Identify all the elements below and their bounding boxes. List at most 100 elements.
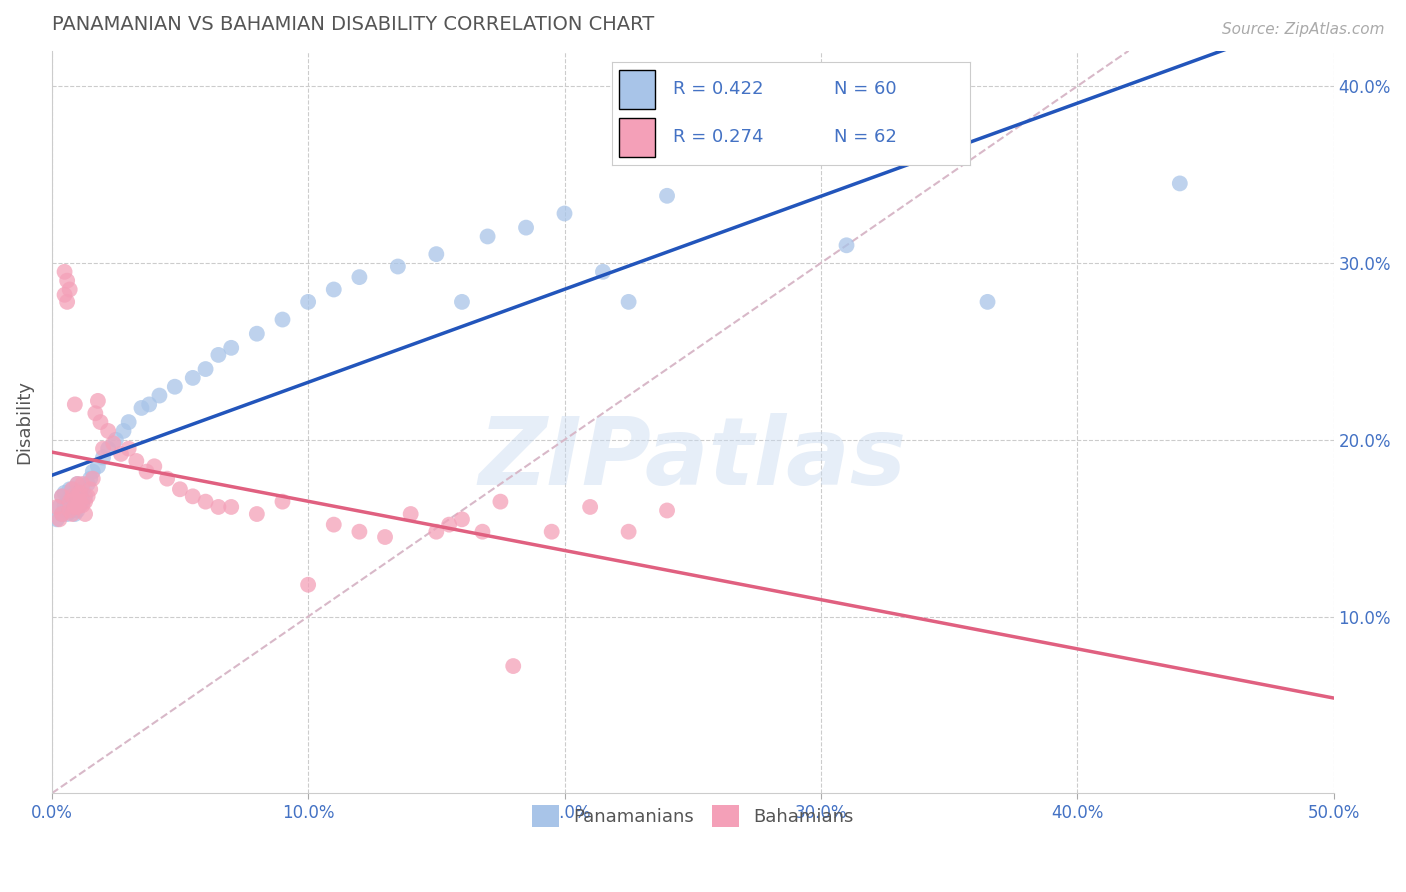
Point xyxy=(271,494,294,508)
Point xyxy=(56,294,79,309)
Point xyxy=(60,483,83,497)
Point xyxy=(976,294,998,309)
Point xyxy=(91,450,114,465)
Point xyxy=(553,206,575,220)
Point xyxy=(48,512,70,526)
Point xyxy=(51,507,73,521)
Point xyxy=(79,472,101,486)
Point xyxy=(219,341,242,355)
Point xyxy=(75,489,97,503)
Point xyxy=(72,494,94,508)
Point xyxy=(169,483,191,497)
Point xyxy=(60,507,83,521)
Point xyxy=(56,507,79,521)
Point xyxy=(349,524,371,539)
Point xyxy=(59,483,82,497)
Point xyxy=(69,485,91,500)
Point xyxy=(322,517,344,532)
FancyBboxPatch shape xyxy=(619,118,655,157)
Point xyxy=(617,294,640,309)
Point xyxy=(82,472,104,486)
Point xyxy=(374,530,396,544)
Point xyxy=(76,489,98,503)
Point xyxy=(69,494,91,508)
Point xyxy=(63,397,86,411)
Point xyxy=(104,433,127,447)
Point xyxy=(835,238,858,252)
Point xyxy=(135,465,157,479)
Point xyxy=(66,503,89,517)
Point xyxy=(72,477,94,491)
Point xyxy=(425,524,447,539)
Point xyxy=(471,524,494,539)
Point xyxy=(56,274,79,288)
Point xyxy=(87,459,110,474)
Point xyxy=(60,503,83,517)
Point xyxy=(617,524,640,539)
Text: R = 0.422: R = 0.422 xyxy=(672,80,763,98)
Point xyxy=(143,459,166,474)
Point xyxy=(45,500,67,514)
Point xyxy=(112,424,135,438)
Point xyxy=(63,498,86,512)
Point xyxy=(163,380,186,394)
Point xyxy=(51,507,73,521)
Y-axis label: Disability: Disability xyxy=(15,380,32,464)
Legend: Panamanians, Bahamians: Panamanians, Bahamians xyxy=(523,797,863,837)
Point xyxy=(51,489,73,503)
Point xyxy=(69,485,91,500)
Point xyxy=(75,507,97,521)
Point xyxy=(87,393,110,408)
Point xyxy=(59,494,82,508)
Point xyxy=(79,483,101,497)
Point xyxy=(59,503,82,517)
Point xyxy=(84,406,107,420)
Point xyxy=(125,454,148,468)
Point xyxy=(194,362,217,376)
Point xyxy=(399,507,422,521)
Point xyxy=(59,283,82,297)
Point xyxy=(97,424,120,438)
Point xyxy=(59,489,82,503)
Point xyxy=(246,326,269,341)
Point xyxy=(45,512,67,526)
Point xyxy=(579,500,602,514)
Point xyxy=(53,265,76,279)
Point xyxy=(60,494,83,508)
Point xyxy=(138,397,160,411)
Point xyxy=(97,442,120,456)
Point xyxy=(437,517,460,532)
Point xyxy=(349,270,371,285)
Text: N = 62: N = 62 xyxy=(834,128,897,146)
Point xyxy=(103,436,125,450)
Point xyxy=(53,503,76,517)
Point xyxy=(655,503,678,517)
Point xyxy=(451,294,474,309)
Point xyxy=(655,189,678,203)
Point xyxy=(181,371,204,385)
Point xyxy=(59,500,82,514)
Point xyxy=(66,500,89,514)
Point xyxy=(60,483,83,497)
Point xyxy=(131,401,153,415)
Point xyxy=(156,472,179,486)
Point xyxy=(72,483,94,497)
Point xyxy=(425,247,447,261)
Text: Source: ZipAtlas.com: Source: ZipAtlas.com xyxy=(1222,22,1385,37)
Text: ZIPatlas: ZIPatlas xyxy=(478,413,907,505)
Point xyxy=(75,494,97,508)
Point xyxy=(194,494,217,508)
Text: N = 60: N = 60 xyxy=(834,80,897,98)
Text: PANAMANIAN VS BAHAMIAN DISABILITY CORRELATION CHART: PANAMANIAN VS BAHAMIAN DISABILITY CORREL… xyxy=(52,15,654,34)
Point xyxy=(207,500,229,514)
Point xyxy=(110,447,132,461)
Point xyxy=(502,659,524,673)
Point xyxy=(489,494,512,508)
Point xyxy=(51,489,73,503)
Point xyxy=(76,477,98,491)
Point xyxy=(515,220,537,235)
Point xyxy=(48,500,70,514)
Point xyxy=(82,465,104,479)
Point xyxy=(63,507,86,521)
Point xyxy=(297,294,319,309)
